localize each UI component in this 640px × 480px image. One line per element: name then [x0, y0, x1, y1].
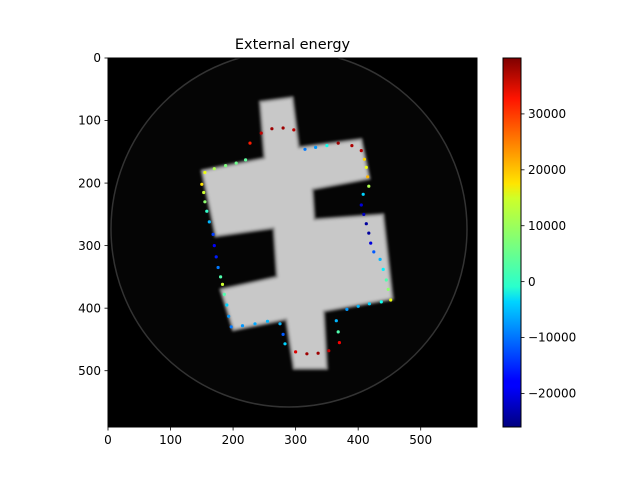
energy-point-3: [281, 126, 285, 130]
x-axis: 0 100 200 300 400 500: [104, 427, 432, 447]
y-tick-label-100: 100: [78, 114, 101, 128]
energy-point-45: [381, 267, 385, 271]
energy-point-37: [334, 319, 338, 323]
energy-point-17: [214, 255, 218, 259]
energy-point-32: [305, 352, 309, 356]
energy-point-60: [336, 141, 340, 145]
energy-point-16: [212, 244, 216, 248]
energy-point-39: [356, 304, 360, 308]
energy-point-8: [212, 167, 216, 171]
energy-point-18: [216, 265, 220, 270]
energy-point-62: [314, 145, 318, 149]
colorbar-gradient: [503, 58, 521, 427]
energy-point-0: [248, 141, 252, 145]
energy-point-7: [224, 164, 228, 168]
x-tick-label-500: 500: [409, 433, 432, 447]
y-tick-label-0: 0: [93, 51, 101, 65]
energy-point-1: [259, 131, 263, 135]
energy-point-25: [240, 324, 245, 328]
energy-point-21: [222, 292, 226, 296]
y-tick-label-200: 200: [78, 176, 101, 190]
energy-point-12: [203, 200, 207, 204]
x-tick-label-200: 200: [222, 433, 245, 447]
energy-point-26: [253, 322, 257, 326]
energy-point-20: [220, 282, 225, 286]
y-tick-label-400: 400: [78, 301, 101, 315]
energy-point-4: [292, 128, 296, 132]
cross-body: [200, 96, 394, 371]
energy-point-29: [281, 332, 285, 336]
energy-point-46: [378, 257, 382, 261]
energy-point-36: [336, 330, 340, 334]
colorbar-frame: [502, 57, 522, 428]
energy-point-40: [367, 302, 371, 306]
energy-point-34: [327, 349, 331, 353]
energy-point-19: [219, 275, 223, 279]
colorbar-tick-label-0: −20000: [528, 387, 576, 401]
x-tick-label-300: 300: [284, 433, 307, 447]
x-tick-label-400: 400: [347, 433, 370, 447]
axes-frame: [107, 57, 478, 428]
colorbar-tick-label-3: 10000: [528, 219, 566, 233]
energy-point-51: [362, 212, 366, 216]
energy-point-42: [389, 298, 393, 302]
colorbar-tick-label-2: 0: [528, 275, 536, 289]
energy-point-2: [270, 127, 274, 131]
x-tick-label-0: 0: [104, 433, 112, 447]
energy-point-24: [229, 325, 233, 329]
energy-point-11: [202, 190, 206, 195]
energy-point-63: [303, 147, 307, 151]
energy-point-5: [244, 158, 248, 162]
y-tick-label-300: 300: [78, 239, 101, 253]
energy-points: [200, 126, 393, 356]
energy-point-15: [211, 232, 215, 236]
energy-point-50: [364, 222, 368, 226]
energy-point-27: [265, 319, 270, 323]
energy-point-43: [386, 287, 390, 291]
y-tick-label-500: 500: [78, 364, 101, 378]
energy-point-38: [345, 307, 349, 311]
colorbar-tick-label-5: 30000: [528, 107, 566, 121]
energy-point-6: [234, 161, 238, 165]
energy-point-31: [294, 350, 298, 354]
energy-point-55: [366, 175, 370, 179]
chart-title: External energy: [235, 37, 351, 53]
energy-point-14: [207, 220, 211, 224]
cross-object: [200, 96, 394, 371]
colorbar-ticks: −20000 −10000 0 10000 20000 30000: [521, 107, 576, 401]
energy-point-59: [350, 144, 354, 148]
energy-point-9: [203, 170, 207, 175]
energy-point-57: [362, 157, 366, 161]
y-axis: 0 100 200 300 400 500: [78, 51, 108, 378]
energy-point-61: [325, 144, 329, 148]
energy-point-30: [283, 342, 287, 346]
colorbar-tick-label-1: −10000: [528, 331, 576, 345]
energy-point-41: [379, 300, 383, 304]
energy-point-33: [316, 351, 320, 355]
energy-point-13: [205, 209, 209, 213]
energy-point-58: [359, 149, 363, 153]
energy-point-54: [367, 184, 371, 188]
energy-point-53: [361, 192, 365, 196]
energy-point-35: [337, 341, 341, 345]
energy-point-22: [225, 303, 229, 307]
energy-point-44: [384, 278, 388, 282]
energy-point-49: [367, 231, 371, 235]
image-area: [108, 58, 477, 427]
energy-point-28: [278, 322, 282, 326]
energy-point-10: [200, 182, 204, 186]
energy-point-48: [369, 241, 373, 245]
colorbar-tick-label-4: 20000: [528, 163, 566, 177]
energy-point-47: [372, 250, 376, 254]
colorbar: −20000 −10000 0 10000 20000 30000: [502, 57, 576, 428]
x-tick-label-100: 100: [159, 433, 182, 447]
energy-point-52: [359, 203, 363, 207]
energy-point-23: [227, 314, 231, 318]
energy-point-56: [364, 165, 368, 169]
